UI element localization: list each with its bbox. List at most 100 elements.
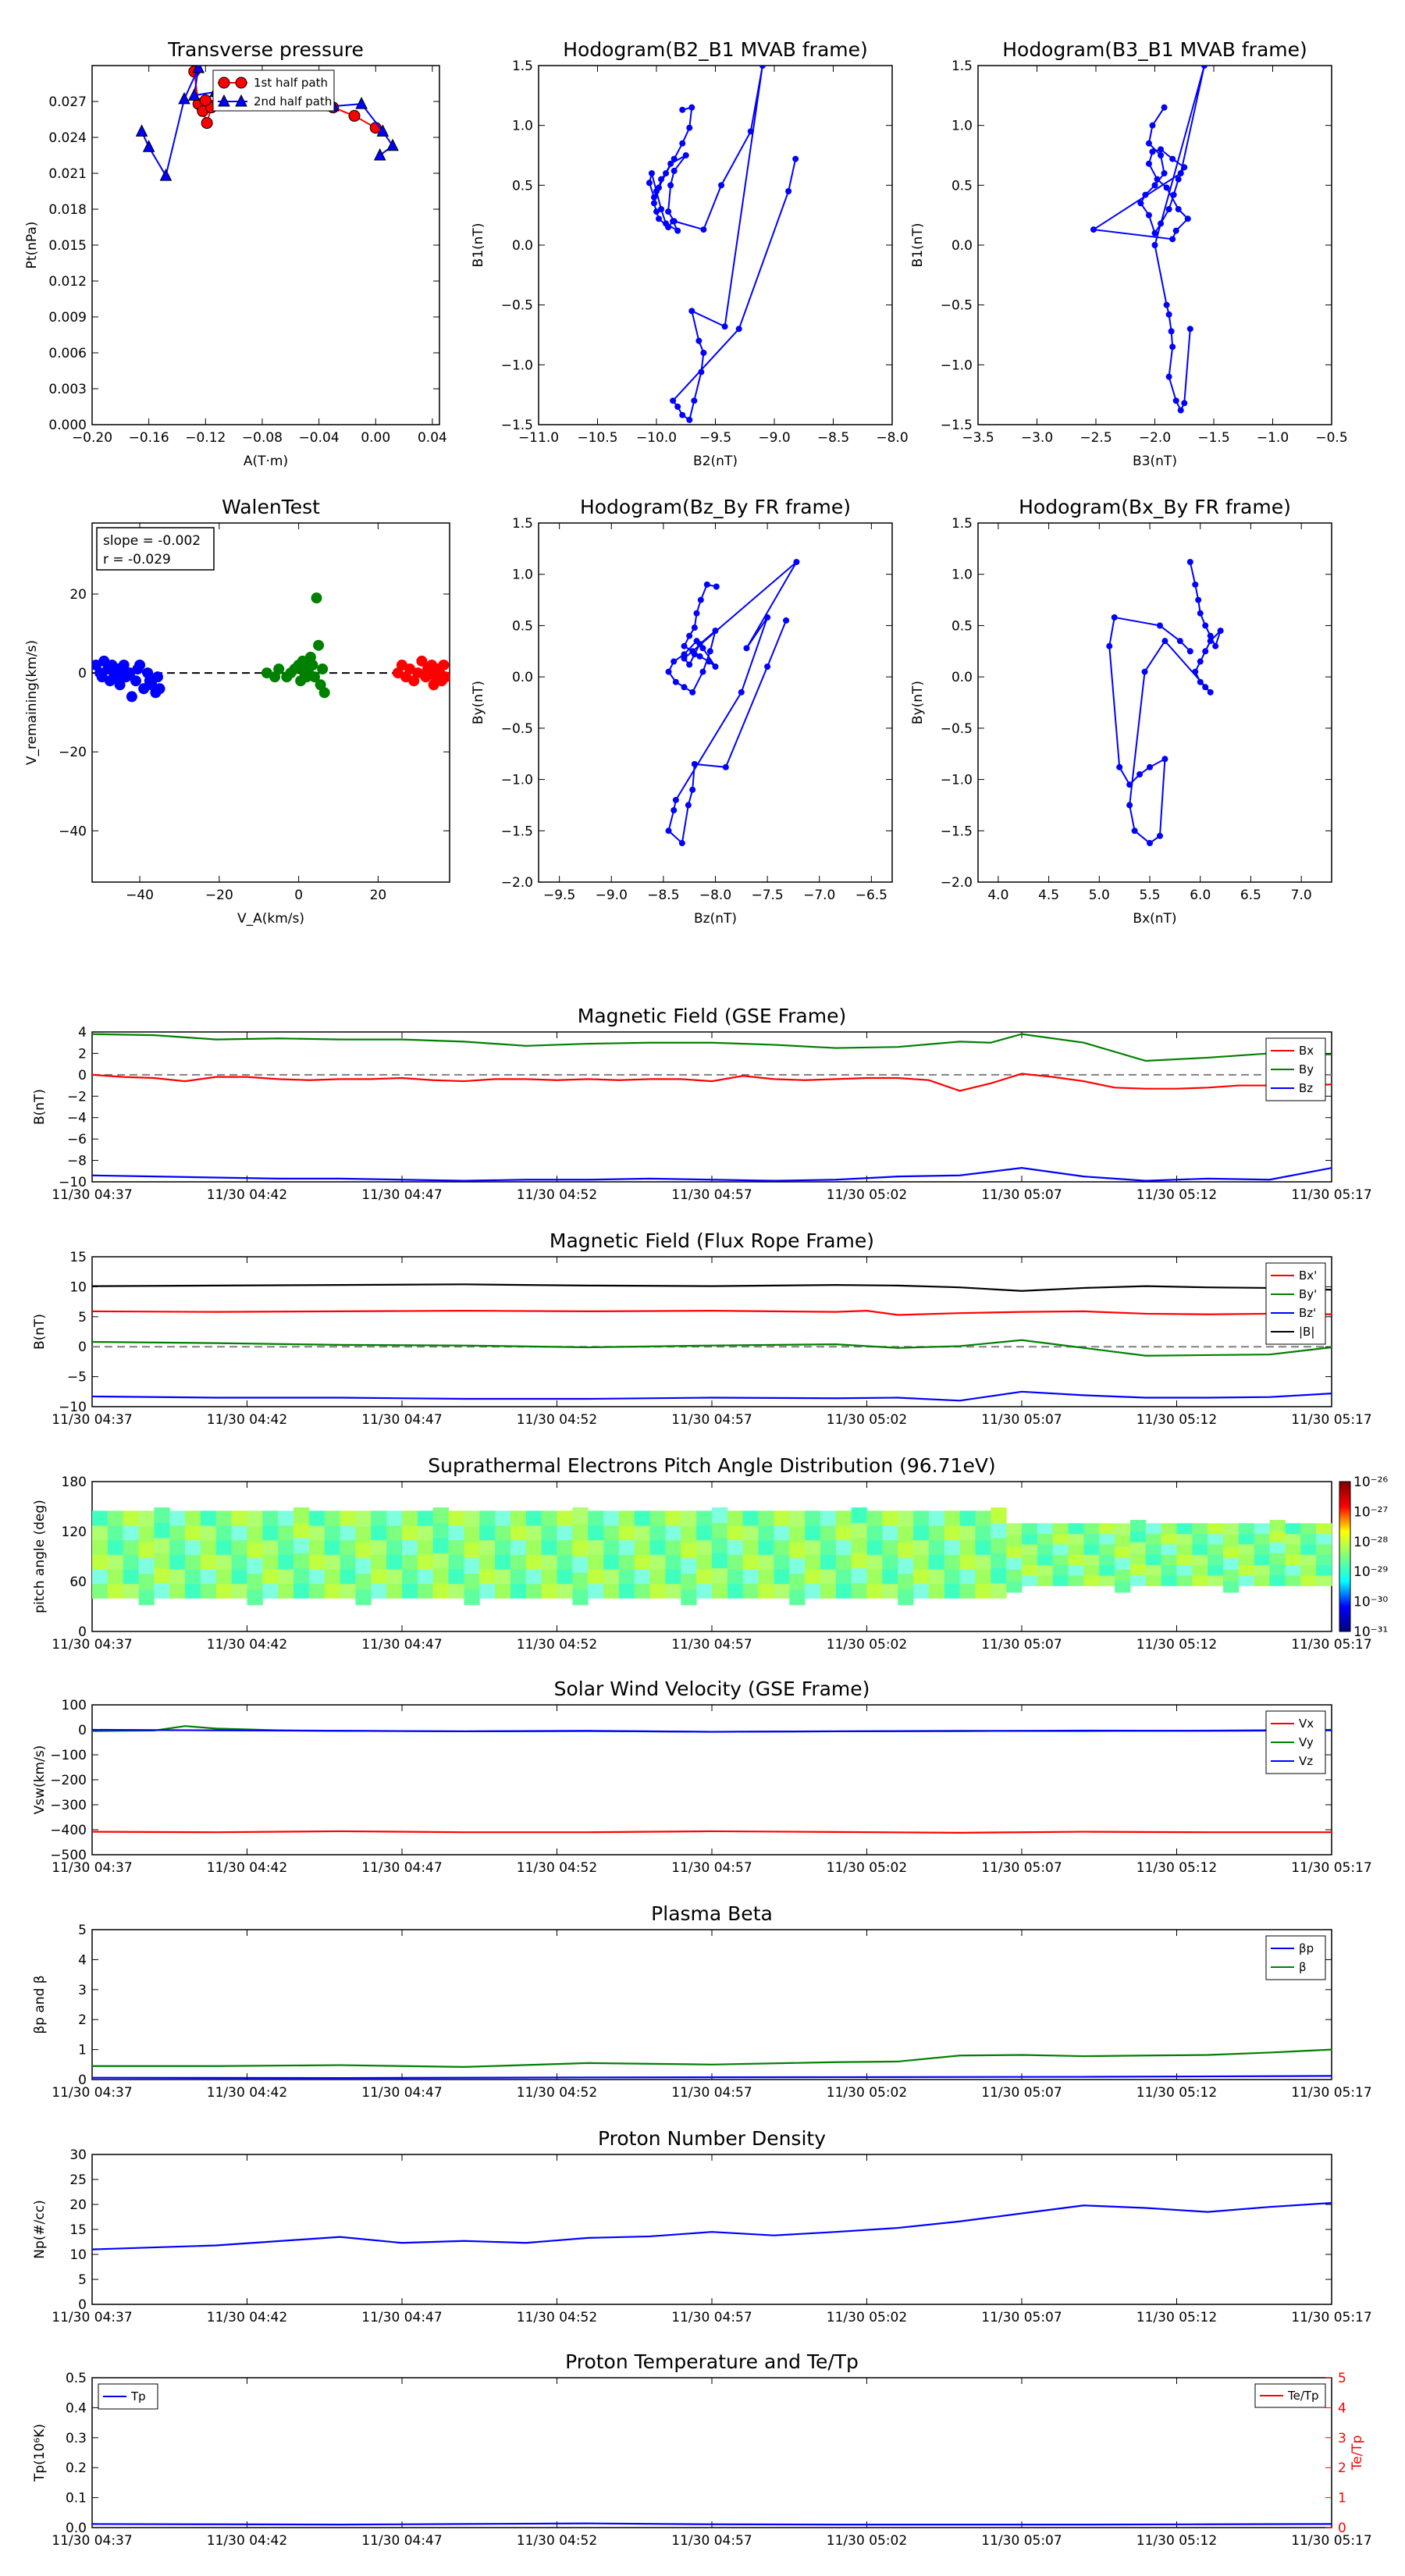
panel-hodogram-bz-by: Hodogram(Bz_By FR frame) −9.5 −9.0 −8.5 −8.0… [471,496,893,927]
x-tick-label: −0.5 [1315,430,1347,446]
heatmap-cell [541,1525,557,1541]
heatmap-cell [820,1510,837,1526]
x-tick-label: 0.00 [361,430,390,446]
annotation-text: r = -0.029 [103,552,171,568]
x-tick-label: 11/30 04:47 [361,2085,442,2101]
y-tick-label: −1.5 [941,824,973,839]
panel-solar-wind-velocity: Solar Wind Velocity (GSE Frame) 11/30 04:… [32,1678,1372,1876]
heatmap-cell [479,1569,496,1585]
heatmap-cell [1022,1554,1038,1566]
y-tick-label: −1.0 [941,773,973,788]
y-tick-label: 0.0 [512,670,533,685]
legend-label: 2nd half path [254,94,332,109]
x-tick-label: 11/30 04:57 [671,1412,752,1428]
heatmap-cell [1208,1544,1224,1555]
heatmap-cell [1145,1564,1162,1576]
heatmap-cell [92,1539,108,1555]
heatmap-cell [866,1510,883,1526]
heatmap-cell [1145,1575,1162,1586]
heatmap-cell [866,1569,883,1585]
x-tick-label: 11/30 05:17 [1291,2085,1371,2101]
x-tick-label: 11/30 05:07 [981,1412,1062,1428]
heatmap-cell [944,1583,961,1599]
data-point [1207,632,1214,639]
panel-proton-temperature: Proton Temperature and Te/Tp 11/30 04:37 1… [32,2350,1372,2549]
heatmap-cell [1052,1575,1069,1586]
heatmap-cell [123,1539,140,1555]
heatmap-cell [138,1557,155,1574]
data-point [663,220,670,227]
x-tick-label: 11/30 04:42 [207,2085,287,2101]
heatmap-cell [805,1569,821,1585]
y-tick-label-right: 5 [1338,2371,1346,2386]
data-point [317,664,329,675]
heatmap-cell [588,1539,604,1555]
x-tick-label: 11/30 04:57 [671,1637,752,1653]
heatmap-cell [402,1554,418,1570]
heatmap-cell [727,1583,744,1599]
heatmap-cell [1161,1554,1177,1566]
heatmap-cell [525,1525,542,1541]
heatmap-cell [758,1554,774,1570]
y-tick-label: 60 [69,1574,87,1590]
x-axis-label: A(T·m) [244,454,288,469]
data-point [670,155,678,162]
data-point [665,827,672,834]
heatmap-cell [588,1525,604,1541]
y-tick-label: −10 [59,1175,87,1190]
y-axis-label: Pt(nPa) [24,222,40,269]
heatmap-cell [928,1525,945,1541]
x-tick-label: −11.0 [518,430,559,446]
panel-proton-number-density: Proton Number Density 11/30 04:37 11/30 04… [32,2127,1372,2325]
heatmap-cell [634,1583,651,1599]
data-point [199,94,212,106]
heatmap-cell [448,1525,464,1541]
data-point [386,138,399,151]
heatmap-cell [712,1582,728,1599]
heatmap-cell [1161,1544,1177,1555]
x-tick-label: −2.0 [1139,430,1171,446]
data-point [693,610,700,617]
plot-area [665,558,800,847]
heatmap-cell [634,1554,651,1570]
heatmap-cell [742,1539,759,1555]
y-tick-label: −500 [50,1848,87,1863]
y-tick-label: 1.5 [951,59,973,74]
legend-box [1265,1262,1326,1345]
x-tick-label: −8.0 [876,430,908,446]
x-tick-label: −7.0 [803,888,835,903]
data-point [743,645,750,652]
heatmap-cell [913,1583,930,1599]
y-tick-label: −8 [67,1154,87,1169]
data-point [1207,688,1214,696]
heatmap-cell [417,1525,434,1541]
plot-frame [91,2154,1332,2305]
heatmap-cell [247,1573,263,1590]
x-tick-label: 11/30 04:52 [517,1860,597,1876]
data-point [785,188,792,194]
heatmap-cell [1129,1542,1147,1553]
heatmap-cell [944,1539,961,1555]
heatmap-cell [1068,1554,1084,1566]
data-point [681,642,688,649]
y-tick-label: 0 [78,1624,87,1640]
y-tick-label: −0.5 [501,721,533,737]
heatmap-cell [510,1569,527,1585]
heatmap-cell [882,1539,898,1555]
heatmap-cell [262,1583,279,1599]
data-point [373,148,386,161]
data-point [1158,146,1165,153]
heatmap-cell [991,1507,1007,1523]
heatmap-cell [557,1525,573,1541]
data-point [688,104,695,111]
x-tick-label: 11/30 05:17 [1291,2310,1371,2325]
data-point [681,684,688,691]
heatmap-cell [479,1554,496,1570]
x-tick-label: 11/30 05:02 [827,2533,907,2549]
heatmap-cell [402,1510,418,1526]
heatmap-cell [231,1554,247,1570]
heatmap-cell [712,1537,728,1553]
x-tick-label: 7.0 [1291,888,1312,903]
heatmap-cell [154,1537,170,1553]
heatmap-cell [913,1554,930,1570]
